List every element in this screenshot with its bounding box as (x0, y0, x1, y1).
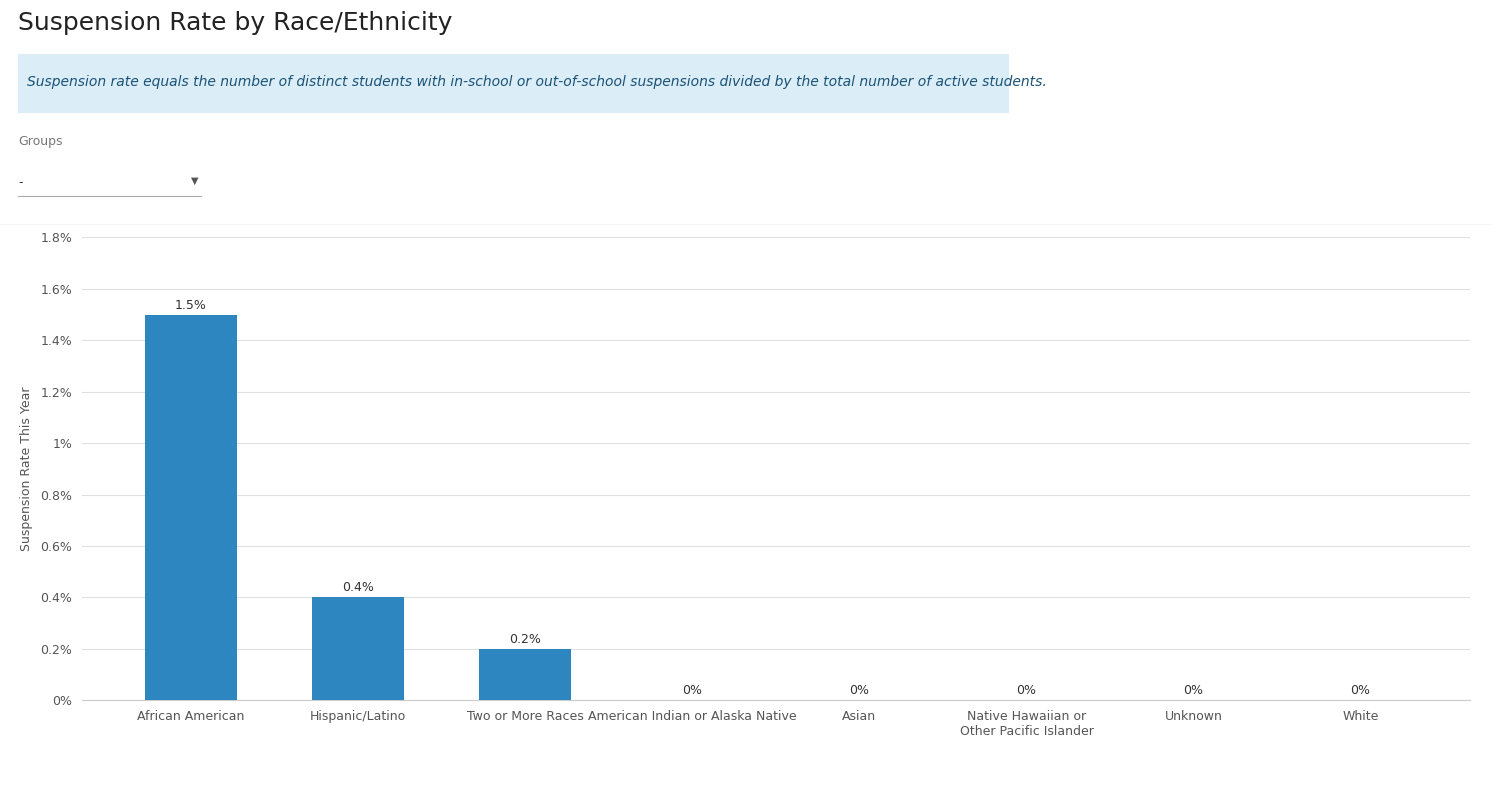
Bar (312, 597, 404, 700)
Bar (145, 315, 237, 700)
Text: 0%: 0% (849, 684, 870, 697)
Text: Groups: Groups (18, 135, 63, 148)
Bar (479, 649, 571, 700)
Text: 0%: 0% (682, 684, 703, 697)
Y-axis label: Suspension Rate This Year: Suspension Rate This Year (21, 386, 33, 551)
Text: 1.5%: 1.5% (175, 299, 207, 312)
Text: ▼: ▼ (191, 175, 198, 186)
Text: -: - (18, 175, 22, 189)
Text: 0.2%: 0.2% (509, 633, 542, 646)
Text: 0%: 0% (1183, 684, 1204, 697)
FancyBboxPatch shape (18, 54, 1009, 113)
Text: 0.4%: 0.4% (342, 581, 374, 594)
Text: 0%: 0% (1016, 684, 1037, 697)
Text: Suspension rate equals the number of distinct students with in-school or out-of-: Suspension rate equals the number of dis… (27, 76, 1046, 89)
Text: Suspension Rate by Race/Ethnicity: Suspension Rate by Race/Ethnicity (18, 11, 452, 35)
Text: 0%: 0% (1350, 684, 1371, 697)
